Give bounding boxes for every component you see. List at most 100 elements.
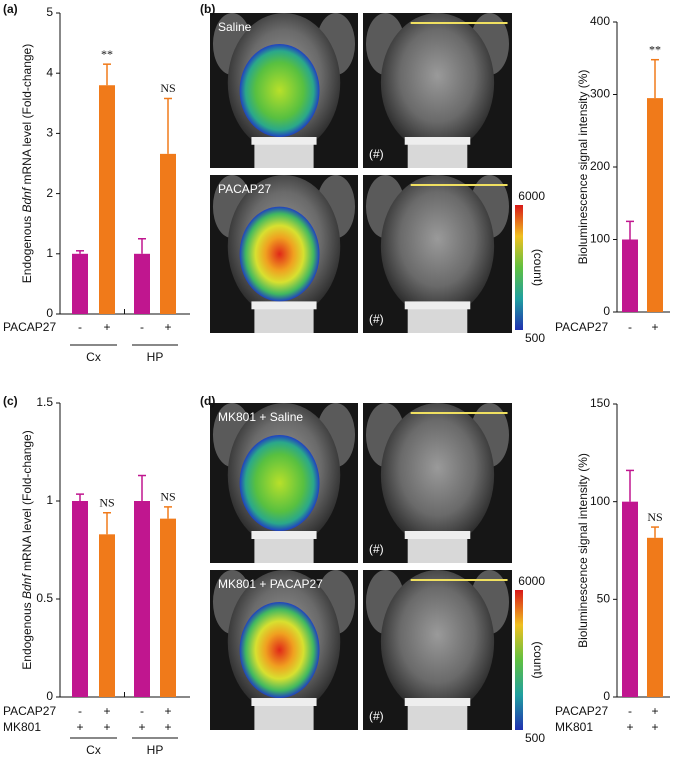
y-axis-label-part: Bioluminescence signal intensity (%) (576, 70, 590, 265)
row-label: MK801 (555, 720, 593, 734)
group-label: Cx (86, 743, 101, 757)
nose-cone-rim (404, 531, 471, 539)
row-label: PACAP27 (555, 704, 608, 718)
panel-letter: (a) (3, 2, 18, 16)
y-axis-label: Bioluminescence signal intensity (%) (576, 453, 590, 648)
y-tick-label: 5 (46, 5, 53, 19)
y-axis-label-part: Endogenous (20, 599, 34, 670)
condition-sign: + (103, 704, 110, 718)
bar (647, 98, 663, 312)
colorbar-label: (count) (531, 249, 545, 286)
y-axis-label: Bioluminescence signal intensity (%) (576, 70, 590, 265)
y-axis-label-part: mRNA level (Fold-change) (20, 44, 34, 188)
condition-label: PACAP27 (218, 182, 271, 196)
y-axis-label: Endogenous Bdnf mRNA level (Fold-change) (20, 44, 34, 283)
y-tick-label: 50 (597, 592, 611, 606)
significance-label: ** (649, 42, 661, 56)
bar (160, 518, 176, 697)
condition-sign: + (76, 720, 83, 734)
y-tick-label: 0.5 (36, 591, 53, 605)
colorbar-max: 6000 (518, 574, 545, 588)
condition-sign: - (78, 704, 82, 718)
bar (72, 253, 88, 314)
bar (622, 239, 638, 312)
nose-cone-rim (404, 698, 471, 706)
image-mark: (#) (369, 542, 384, 556)
y-tick-label: 300 (590, 87, 610, 101)
condition-sign: + (651, 720, 658, 734)
condition-label: Saline (218, 20, 252, 34)
row-label: MK801 (3, 720, 41, 734)
heatmap (239, 206, 320, 302)
significance-label: NS (160, 81, 175, 95)
heatmap (239, 602, 320, 698)
y-tick-label: 200 (590, 159, 610, 173)
bar (647, 537, 663, 697)
panel-letter: (b) (200, 2, 215, 16)
colorbar-min: 500 (525, 731, 545, 745)
condition-sign: + (626, 720, 633, 734)
nose-cone-rim (251, 301, 317, 310)
condition-sign: + (138, 720, 145, 734)
significance-label: ** (101, 47, 113, 61)
heatmap (239, 435, 320, 531)
condition-sign: - (140, 320, 144, 334)
y-tick-label: 100 (590, 232, 610, 246)
condition-sign: + (164, 320, 171, 334)
significance-label: NS (160, 490, 175, 504)
condition-sign: + (651, 704, 658, 718)
group-label: HP (147, 350, 164, 364)
y-axis-label-part: mRNA level (Fold-change) (20, 430, 34, 574)
y-tick-label: 0 (46, 306, 53, 320)
condition-label: MK801 + PACAP27 (218, 577, 323, 591)
bar (134, 501, 150, 697)
nose-cone-rim (404, 301, 471, 310)
significance-label: NS (647, 510, 662, 524)
significance-label: NS (99, 496, 114, 510)
condition-sign: - (140, 704, 144, 718)
nose-cone-rim (251, 698, 317, 706)
y-tick-label: 1 (46, 493, 53, 507)
condition-sign: - (78, 320, 82, 334)
nose-cone-rim (251, 137, 317, 145)
bar (622, 501, 638, 697)
y-tick-label: 2 (46, 186, 53, 200)
mouse-head (380, 570, 495, 714)
condition-sign: - (628, 320, 632, 334)
y-tick-label: 3 (46, 126, 53, 140)
condition-sign: + (103, 320, 110, 334)
bar (99, 85, 115, 315)
y-tick-label: 1.5 (36, 395, 53, 409)
y-axis-label-part: Bioluminescence signal intensity (%) (576, 453, 590, 648)
y-axis-label-part: Bdnf (20, 573, 34, 599)
condition-sign: + (651, 320, 658, 334)
y-tick-label: 0 (603, 689, 610, 703)
image-mark: (#) (369, 709, 384, 723)
image-mark: (#) (369, 312, 384, 326)
y-tick-label: 400 (590, 14, 610, 28)
y-axis-label-part: Bdnf (20, 186, 34, 212)
bar (134, 253, 150, 314)
mouse-head (380, 175, 495, 318)
condition-sign: + (103, 720, 110, 734)
row-label: PACAP27 (3, 320, 56, 334)
colorbar-min: 500 (525, 331, 545, 345)
mouse-head (380, 13, 495, 153)
bar (72, 501, 88, 697)
condition-sign: + (164, 720, 171, 734)
group-label: Cx (86, 350, 101, 364)
condition-sign: + (164, 704, 171, 718)
condition-label: MK801 + Saline (218, 410, 303, 424)
y-axis-label: Endogenous Bdnf mRNA level (Fold-change) (20, 430, 34, 669)
y-tick-label: 0 (46, 689, 53, 703)
colorbar-max: 6000 (518, 189, 545, 203)
image-mark: (#) (369, 147, 384, 161)
row-label: PACAP27 (3, 704, 56, 718)
bar (160, 153, 176, 314)
y-tick-label: 100 (590, 494, 610, 508)
heatmap (239, 44, 320, 137)
y-tick-label: 1 (46, 246, 53, 260)
colorbar (515, 590, 523, 730)
